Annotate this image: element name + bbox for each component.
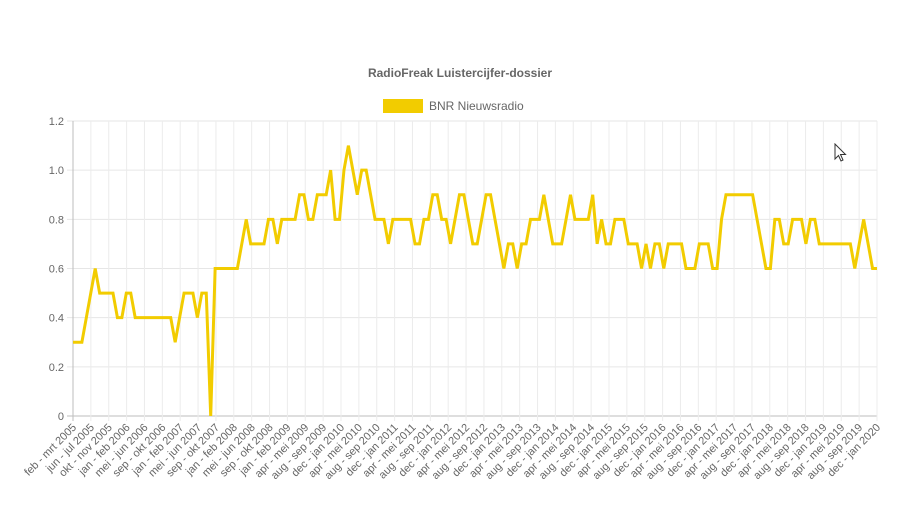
series-line-bnr-nieuwsradio[interactable] xyxy=(73,145,877,417)
legend-swatch xyxy=(383,99,423,113)
y-tick-label: 0.2 xyxy=(49,362,64,374)
chart-grid xyxy=(67,120,878,421)
mouse-pointer-icon xyxy=(834,143,847,162)
y-tick-label: 0.4 xyxy=(49,313,64,325)
y-tick-label: 0 xyxy=(58,411,64,423)
y-axis: 0 0.2 0.4 0.6 0.8 1.0 1.2 xyxy=(49,116,64,423)
chart-title: RadioFreak Luistercijfer-dossier xyxy=(367,66,553,80)
y-tick-label: 0.8 xyxy=(49,214,64,226)
legend-label: BNR Nieuwsradio xyxy=(429,99,524,113)
y-tick-label: 1.2 xyxy=(49,116,64,128)
chart-legend[interactable]: BNR Nieuwsradio xyxy=(383,97,524,115)
y-tick-label: 0.6 xyxy=(49,264,64,276)
series-layer xyxy=(73,145,877,417)
y-tick-label: 1.0 xyxy=(49,165,64,177)
